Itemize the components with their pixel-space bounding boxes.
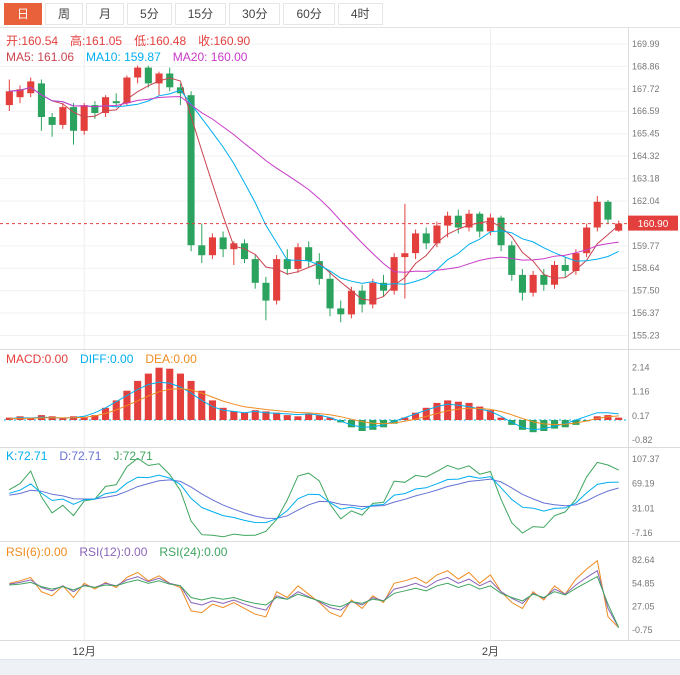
svg-text:162.04: 162.04 — [632, 196, 660, 206]
svg-text:157.50: 157.50 — [632, 286, 660, 296]
svg-text:160.90: 160.90 — [638, 219, 669, 230]
svg-text:82.64: 82.64 — [632, 555, 655, 565]
svg-text:167.72: 167.72 — [632, 84, 660, 94]
svg-text:69.19: 69.19 — [632, 479, 655, 489]
x-axis-labels: 12月 2月 — [73, 646, 499, 658]
svg-text:27.05: 27.05 — [632, 602, 655, 612]
svg-text:12月: 12月 — [73, 646, 96, 658]
candlesticks — [5, 65, 623, 323]
svg-text:166.59: 166.59 — [632, 106, 660, 116]
tab-period-7[interactable]: 60分 — [283, 2, 335, 25]
svg-text:169.99: 169.99 — [632, 39, 660, 49]
svg-text:-7.16: -7.16 — [632, 528, 653, 538]
svg-text:31.01: 31.01 — [632, 503, 655, 513]
tab-period-5[interactable]: 15分 — [174, 2, 227, 25]
kdj-panel — [9, 457, 619, 538]
svg-text:54.85: 54.85 — [632, 578, 655, 588]
svg-text:107.37: 107.37 — [632, 454, 660, 464]
tab-period-2[interactable]: 周 — [45, 2, 84, 25]
axis-labels: 169.99 168.86 167.72 166.59 165.45 164.32 163.… — [632, 39, 660, 635]
tab-bar: 日周月 5分 15分 30分 60分 4时 — [0, 0, 680, 28]
svg-text:164.32: 164.32 — [632, 151, 660, 161]
svg-text:165.45: 165.45 — [632, 129, 660, 139]
tab-period-3[interactable]: 月 — [86, 2, 125, 25]
panel-borders — [0, 28, 680, 641]
svg-text:158.64: 158.64 — [632, 263, 660, 273]
svg-text:-0.75: -0.75 — [632, 625, 653, 635]
ma-lines — [9, 77, 620, 301]
macd-panel — [4, 367, 628, 433]
svg-text:159.77: 159.77 — [632, 241, 660, 251]
svg-text:2.14: 2.14 — [632, 363, 650, 373]
svg-text:168.86: 168.86 — [632, 61, 660, 71]
svg-text:1.16: 1.16 — [632, 387, 650, 397]
svg-text:2月: 2月 — [482, 646, 499, 658]
bottom-strip — [0, 659, 680, 675]
tab-period-6[interactable]: 30分 — [229, 2, 281, 25]
tab-period-4[interactable]: 5分 — [127, 2, 172, 25]
svg-text:-0.82: -0.82 — [632, 435, 653, 445]
svg-text:0.17: 0.17 — [632, 411, 650, 421]
svg-text:163.18: 163.18 — [632, 174, 660, 184]
svg-text:155.23: 155.23 — [632, 330, 660, 340]
current-price-line: 160.90 — [0, 215, 678, 231]
svg-text:156.37: 156.37 — [632, 308, 660, 318]
rsi-panel — [9, 559, 620, 628]
tab-period-1[interactable]: 日 — [4, 2, 43, 25]
tab-period-8[interactable]: 4时 — [337, 2, 383, 25]
grid-lines — [0, 29, 628, 640]
